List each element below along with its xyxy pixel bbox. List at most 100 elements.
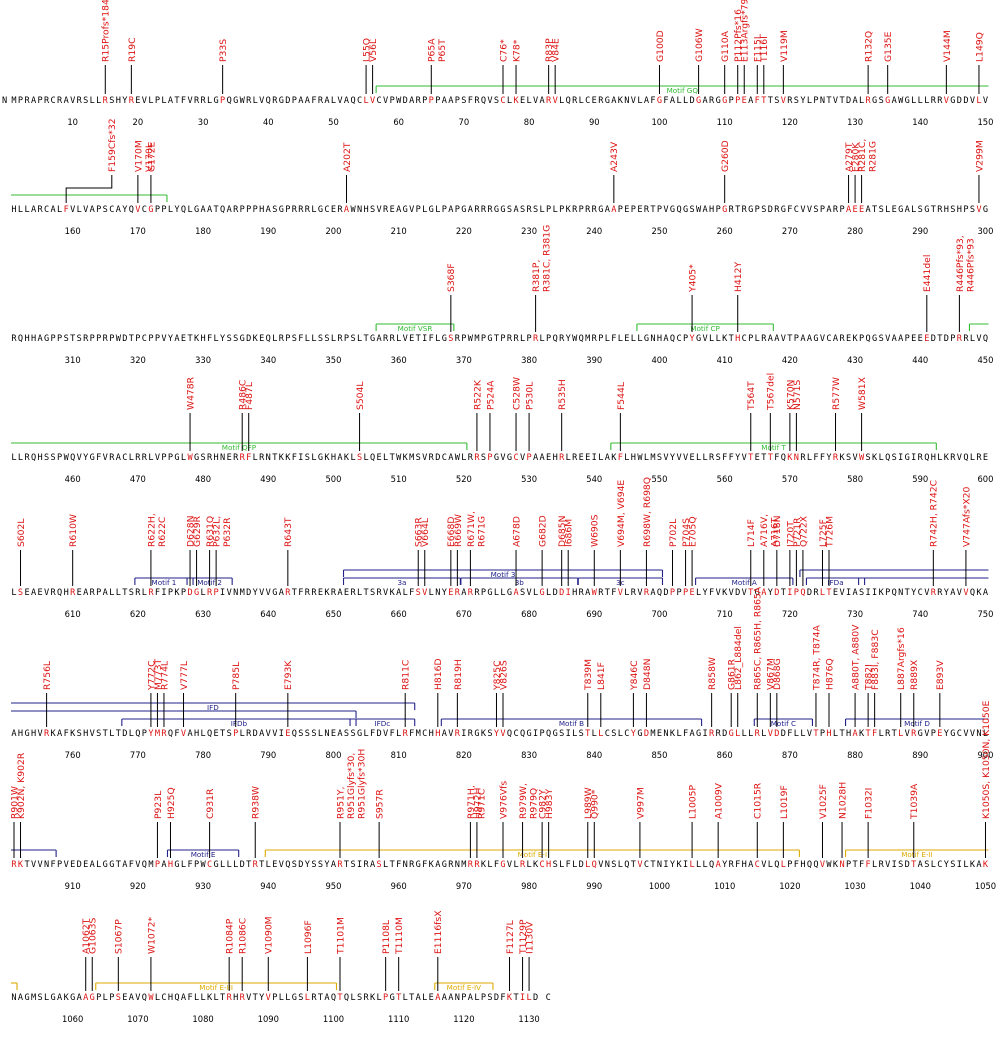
residue: R (468, 453, 474, 463)
residue: P (416, 205, 421, 215)
residue: Y (670, 453, 676, 463)
residue: L (272, 334, 277, 344)
tick-label: 40 (263, 117, 274, 127)
residue: V (383, 96, 388, 106)
residue: T (292, 588, 297, 598)
motif-label: Motif E-I (518, 850, 547, 859)
residue: Y (122, 205, 128, 215)
residue: A (898, 334, 904, 344)
sequence-row-7: Motif E Motif E-I Motif E-IIR K T V V N F P V E D E A L… (9, 700, 996, 891)
residue: R (109, 453, 115, 463)
position-ticks: 1060 1070 1080 1090 1100 1110 1120 1130 (62, 1014, 540, 1024)
residue: R (761, 334, 767, 344)
residue: R (572, 205, 578, 215)
residue: G (722, 96, 727, 106)
residue: W (826, 860, 832, 870)
residue: F (722, 453, 727, 463)
residue: G (174, 860, 179, 870)
residue: G (24, 993, 29, 1003)
residue: T (70, 334, 75, 344)
residue: A (585, 588, 591, 598)
mutation-label: G172E (146, 141, 157, 172)
residue: A (57, 993, 63, 1003)
residue: G (461, 205, 466, 215)
residue: P (214, 588, 219, 598)
mutation-label: F544L (616, 381, 627, 410)
residue: G (657, 96, 662, 106)
residue: F (872, 729, 877, 739)
mutation-label: W478R (185, 376, 196, 410)
residue: S (18, 588, 23, 598)
mutation-label: R698W, R698Q (642, 477, 653, 547)
tick-label: 640 (260, 609, 276, 619)
residue: V (83, 205, 88, 215)
residue: H (11, 205, 16, 215)
residue: C (442, 453, 447, 463)
residue: F (683, 729, 688, 739)
residue: H (957, 205, 962, 215)
residue: R (911, 729, 917, 739)
tick-label: 330 (195, 355, 211, 365)
residue: E (285, 729, 290, 739)
residue: Y (944, 588, 950, 598)
tick-label: 480 (195, 474, 211, 484)
mutation-label: F1127L (505, 919, 516, 954)
residue: L (924, 96, 929, 106)
residue: A (344, 205, 350, 215)
residue: L (194, 993, 199, 1003)
residue: M (650, 453, 655, 463)
residue: V (800, 205, 805, 215)
residue: R (474, 453, 480, 463)
residue: Q (807, 860, 812, 870)
residue: G (905, 453, 910, 463)
residue: G (194, 588, 199, 598)
residue: G (474, 729, 479, 739)
mutation-label: V84E (551, 38, 562, 62)
mutation-label: R938W (251, 786, 262, 819)
residue: P (272, 993, 277, 1003)
residue: I (683, 860, 688, 870)
residue: L (422, 993, 427, 1003)
tick-label: 10 (67, 117, 78, 127)
tick-label: 450 (977, 355, 993, 365)
residue: K (285, 453, 291, 463)
residue: E (344, 588, 349, 598)
residue: F (859, 860, 864, 870)
tick-label: 460 (65, 474, 81, 484)
tick-label: 270 (782, 226, 798, 236)
residue: R (957, 334, 963, 344)
residue: I (911, 453, 916, 463)
residue: R (742, 205, 748, 215)
residue: P (526, 453, 531, 463)
residue: Y (442, 588, 448, 598)
residue: L (187, 205, 192, 215)
tick-label: 830 (521, 750, 537, 760)
residue: P (676, 588, 681, 598)
residue: L (311, 334, 316, 344)
residue: S (553, 860, 558, 870)
residue: F (187, 860, 192, 870)
residue: G (279, 96, 284, 106)
residue: P (820, 205, 825, 215)
residue: P (135, 334, 140, 344)
tick-label: 1090 (258, 1014, 279, 1024)
tick-label: 620 (130, 609, 146, 619)
residue: F (181, 96, 186, 106)
residue: F (566, 860, 571, 870)
mutation-label: R979W, (518, 783, 529, 819)
residue: T (513, 993, 518, 1003)
residue: T (344, 860, 349, 870)
residue: R (200, 96, 206, 106)
residue: I (161, 588, 166, 598)
mutation-label: K902N, K902R (16, 752, 27, 819)
residue: T (729, 334, 734, 344)
mutation-label: S957R (375, 789, 386, 819)
residue: P (155, 334, 160, 344)
n-terminus-label: N (2, 96, 7, 106)
residue: S (227, 729, 232, 739)
residue: L (403, 588, 408, 598)
residue: D (298, 860, 303, 870)
residue: A (852, 588, 858, 598)
residue: S (859, 588, 864, 598)
mutation-label: L149Q (974, 32, 985, 62)
